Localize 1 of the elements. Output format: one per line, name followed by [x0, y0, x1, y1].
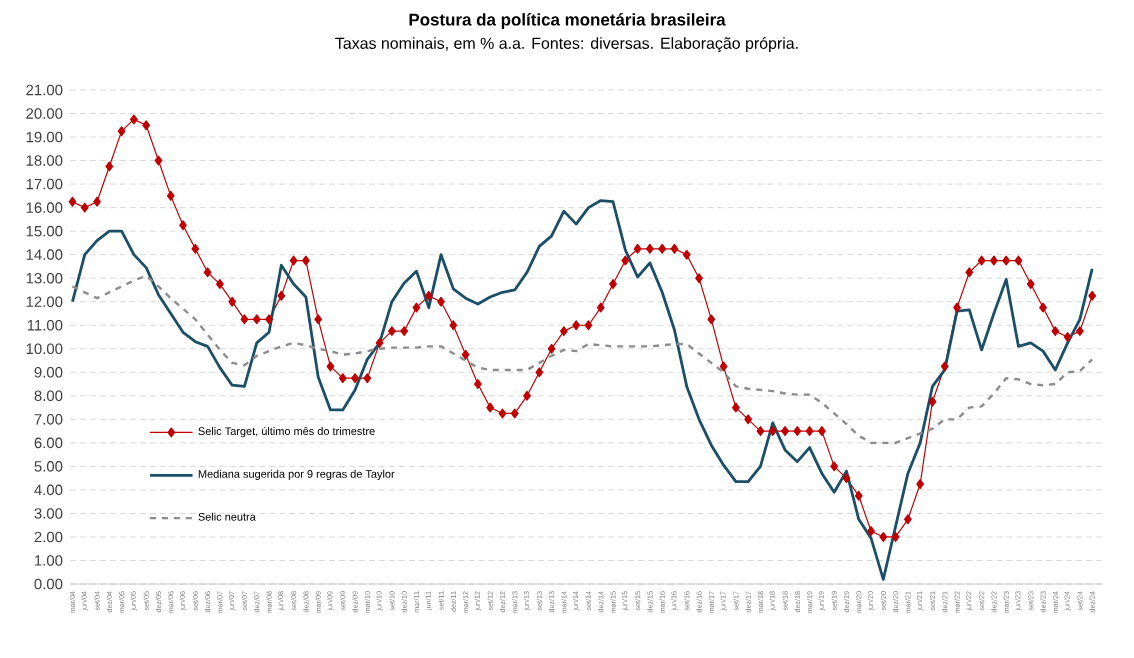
chart-title: Postura da política monetária brasileira — [409, 13, 726, 29]
